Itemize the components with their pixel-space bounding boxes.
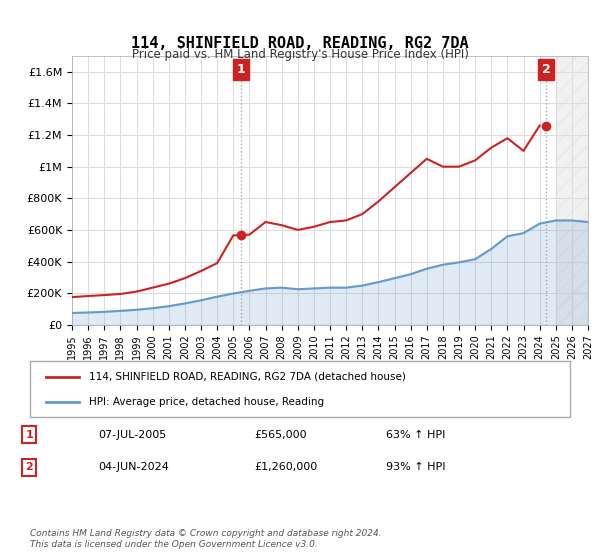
Text: 04-JUN-2024: 04-JUN-2024	[98, 463, 169, 472]
Text: HPI: Average price, detached house, Reading: HPI: Average price, detached house, Read…	[89, 396, 325, 407]
Text: 63% ↑ HPI: 63% ↑ HPI	[386, 430, 446, 440]
Text: 1: 1	[237, 63, 245, 76]
Text: 114, SHINFIELD ROAD, READING, RG2 7DA: 114, SHINFIELD ROAD, READING, RG2 7DA	[131, 36, 469, 52]
Text: 2: 2	[542, 63, 550, 76]
Text: 07-JUL-2005: 07-JUL-2005	[98, 430, 167, 440]
Text: Contains HM Land Registry data © Crown copyright and database right 2024.
This d: Contains HM Land Registry data © Crown c…	[30, 529, 382, 549]
Text: £565,000: £565,000	[254, 430, 307, 440]
FancyBboxPatch shape	[30, 361, 570, 417]
Text: Price paid vs. HM Land Registry's House Price Index (HPI): Price paid vs. HM Land Registry's House …	[131, 48, 469, 60]
Text: £1,260,000: £1,260,000	[254, 463, 317, 472]
Text: 114, SHINFIELD ROAD, READING, RG2 7DA (detached house): 114, SHINFIELD ROAD, READING, RG2 7DA (d…	[89, 372, 406, 382]
Text: 93% ↑ HPI: 93% ↑ HPI	[386, 463, 446, 472]
Text: 1: 1	[25, 430, 33, 440]
Bar	[556, 56, 588, 325]
Text: 2: 2	[25, 463, 33, 472]
